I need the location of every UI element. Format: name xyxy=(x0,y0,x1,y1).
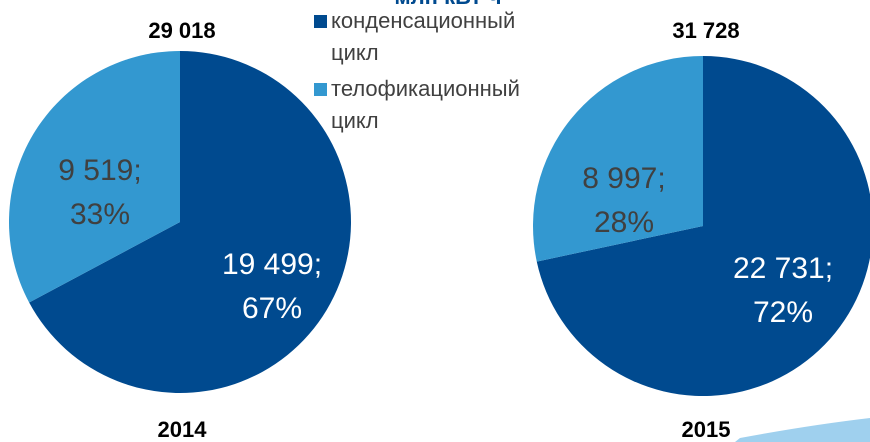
pie-title: 2014 xyxy=(158,417,208,442)
legend-swatch xyxy=(314,83,327,96)
legend-label: конденсационный цикл xyxy=(331,8,515,65)
percent-label: 72% xyxy=(753,296,813,329)
pie-slice xyxy=(8,50,181,303)
value-label: 22 731; xyxy=(733,252,833,285)
value-label: 9 519; xyxy=(58,154,141,187)
pie-slice xyxy=(29,51,351,393)
percent-label: 28% xyxy=(594,206,654,239)
legend-label: телофикационный цикл xyxy=(331,76,520,133)
pie-slice xyxy=(536,56,870,396)
legend-swatch xyxy=(314,15,327,28)
decoration xyxy=(735,418,870,442)
pie-title: 2015 xyxy=(682,417,731,442)
value-label: 8 997; xyxy=(582,162,665,195)
percent-label: 67% xyxy=(242,292,302,325)
percent-label: 33% xyxy=(70,198,130,231)
chart-title: млн кВт-ч xyxy=(394,0,501,9)
total-label: 29 018 xyxy=(148,18,215,43)
total-label: 31 728 xyxy=(672,18,739,43)
pie-slice xyxy=(533,56,703,262)
value-label: 19 499; xyxy=(222,248,322,281)
